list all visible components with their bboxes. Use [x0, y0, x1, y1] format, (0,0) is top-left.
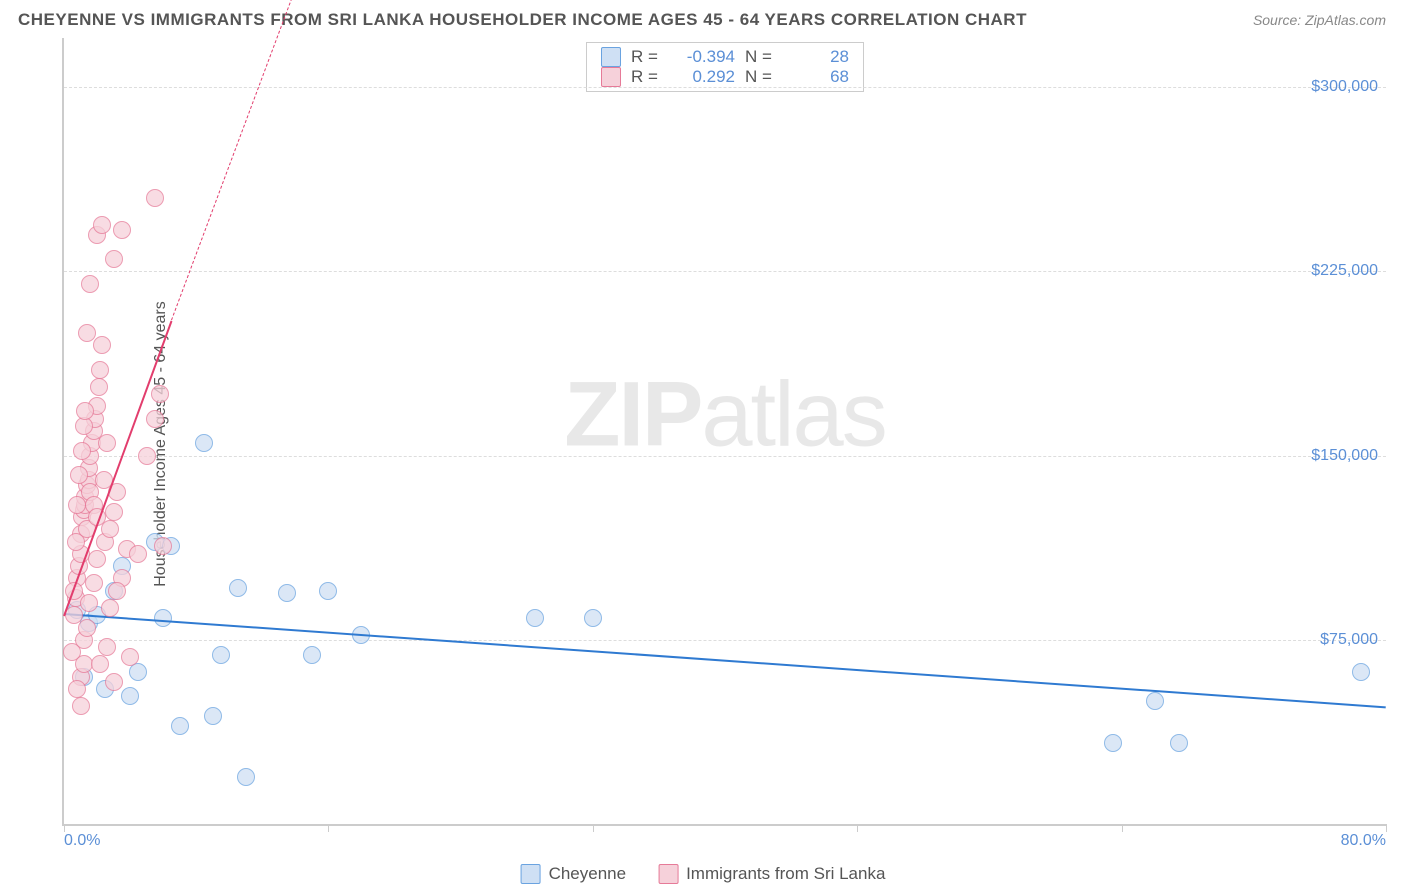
data-point [129, 545, 147, 563]
data-point [1352, 663, 1370, 681]
data-point [98, 638, 116, 656]
legend-item-cheyenne: Cheyenne [521, 864, 627, 884]
xtick [593, 824, 594, 832]
data-point [98, 434, 116, 452]
watermark: ZIPatlas [564, 363, 885, 468]
gridline [64, 87, 1386, 88]
data-point [237, 768, 255, 786]
n-value-cheyenne: 28 [785, 47, 849, 67]
n-label: N = [745, 47, 775, 67]
source-label: Source: ZipAtlas.com [1253, 12, 1386, 28]
gridline [64, 456, 1386, 457]
legend-row: R = 0.292 N = 68 [601, 67, 849, 87]
data-point [154, 537, 172, 555]
trendline [64, 613, 1386, 708]
data-point [78, 324, 96, 342]
r-label: R = [631, 67, 661, 87]
n-label: N = [745, 67, 775, 87]
ytick-label: $225,000 [1311, 262, 1378, 280]
data-point [138, 447, 156, 465]
data-point [151, 385, 169, 403]
data-point [154, 609, 172, 627]
data-point [1146, 692, 1164, 710]
data-point [319, 582, 337, 600]
data-point [105, 503, 123, 521]
r-value-cheyenne: -0.394 [671, 47, 735, 67]
gridline [64, 271, 1386, 272]
chart-header: CHEYENNE VS IMMIGRANTS FROM SRI LANKA HO… [0, 0, 1406, 36]
data-point [78, 619, 96, 637]
data-point [81, 275, 99, 293]
legend-label-cheyenne: Cheyenne [549, 864, 627, 884]
gridline [64, 640, 1386, 641]
data-point [121, 687, 139, 705]
legend-label-srilanka: Immigrants from Sri Lanka [686, 864, 885, 884]
ytick-label: $75,000 [1320, 631, 1378, 649]
xtick [857, 824, 858, 832]
data-point [212, 646, 230, 664]
legend-bottom: Cheyenne Immigrants from Sri Lanka [521, 864, 886, 884]
data-point [76, 402, 94, 420]
plot-region: ZIPatlas R = -0.394 N = 28 R = 0.292 N =… [62, 38, 1386, 826]
data-point [72, 697, 90, 715]
data-point [105, 250, 123, 268]
data-point [1170, 734, 1188, 752]
data-point [195, 434, 213, 452]
data-point [88, 550, 106, 568]
data-point [121, 648, 139, 666]
data-point [80, 594, 98, 612]
data-point [146, 189, 164, 207]
data-point [73, 442, 91, 460]
watermark-bold: ZIP [564, 364, 701, 466]
data-point [108, 582, 126, 600]
legend-item-srilanka: Immigrants from Sri Lanka [658, 864, 885, 884]
legend-row: R = -0.394 N = 28 [601, 47, 849, 67]
data-point [101, 520, 119, 538]
data-point [85, 574, 103, 592]
data-point [68, 680, 86, 698]
data-point [101, 599, 119, 617]
data-point [93, 216, 111, 234]
watermark-light: atlas [701, 364, 885, 466]
ytick-label: $300,000 [1311, 78, 1378, 96]
data-point [584, 609, 602, 627]
r-value-srilanka: 0.292 [671, 67, 735, 87]
data-point [171, 717, 189, 735]
data-point [75, 655, 93, 673]
data-point [526, 609, 544, 627]
legend-swatch-srilanka [601, 67, 621, 87]
xtick [328, 824, 329, 832]
data-point [90, 378, 108, 396]
legend-stats: R = -0.394 N = 28 R = 0.292 N = 68 [586, 42, 864, 92]
xtick [64, 824, 65, 832]
legend-swatch-srilanka [658, 864, 678, 884]
n-value-srilanka: 68 [785, 67, 849, 87]
data-point [113, 221, 131, 239]
xtick [1386, 824, 1387, 832]
data-point [204, 707, 222, 725]
legend-swatch-cheyenne [521, 864, 541, 884]
trendline-extension [171, 0, 296, 321]
ytick-label: $150,000 [1311, 447, 1378, 465]
chart-area: Householder Income Ages 45 - 64 years ZI… [18, 38, 1386, 850]
data-point [91, 361, 109, 379]
data-point [278, 584, 296, 602]
xtick [1122, 824, 1123, 832]
data-point [91, 655, 109, 673]
r-label: R = [631, 47, 661, 67]
data-point [146, 410, 164, 428]
xaxis-right-label: 80.0% [1341, 832, 1386, 850]
xaxis-left-label: 0.0% [64, 832, 100, 850]
data-point [93, 336, 111, 354]
data-point [105, 673, 123, 691]
data-point [303, 646, 321, 664]
legend-swatch-cheyenne [601, 47, 621, 67]
chart-title: CHEYENNE VS IMMIGRANTS FROM SRI LANKA HO… [18, 10, 1027, 30]
data-point [70, 466, 88, 484]
data-point [1104, 734, 1122, 752]
data-point [229, 579, 247, 597]
